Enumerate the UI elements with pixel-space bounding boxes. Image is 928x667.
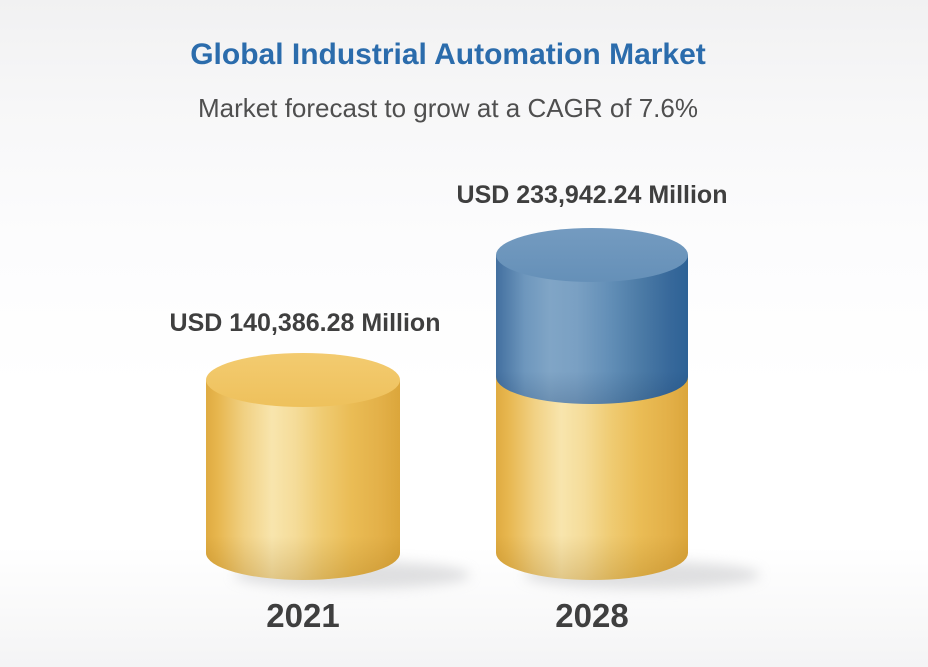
category-label-2028: 2028 xyxy=(555,597,629,634)
bar-2028-growth-shade xyxy=(496,255,688,404)
bar-2028-cylinder xyxy=(496,228,688,580)
bar-2028-base-shade xyxy=(496,377,688,580)
bar-2021-cylinder xyxy=(206,353,400,580)
bar-2021-cap xyxy=(206,353,400,407)
bar-2021-body-shade xyxy=(206,380,400,580)
bar-2028-cap xyxy=(496,228,688,282)
chart-title: Global Industrial Automation Market xyxy=(190,38,706,71)
value-label-2028: USD 233,942.24 Million xyxy=(456,181,728,209)
category-label-2021: 2021 xyxy=(266,597,340,634)
value-label-2021: USD 140,386.28 Million xyxy=(169,309,441,337)
chart-subtitle: Market forecast to grow at a CAGR of 7.6… xyxy=(198,93,698,123)
